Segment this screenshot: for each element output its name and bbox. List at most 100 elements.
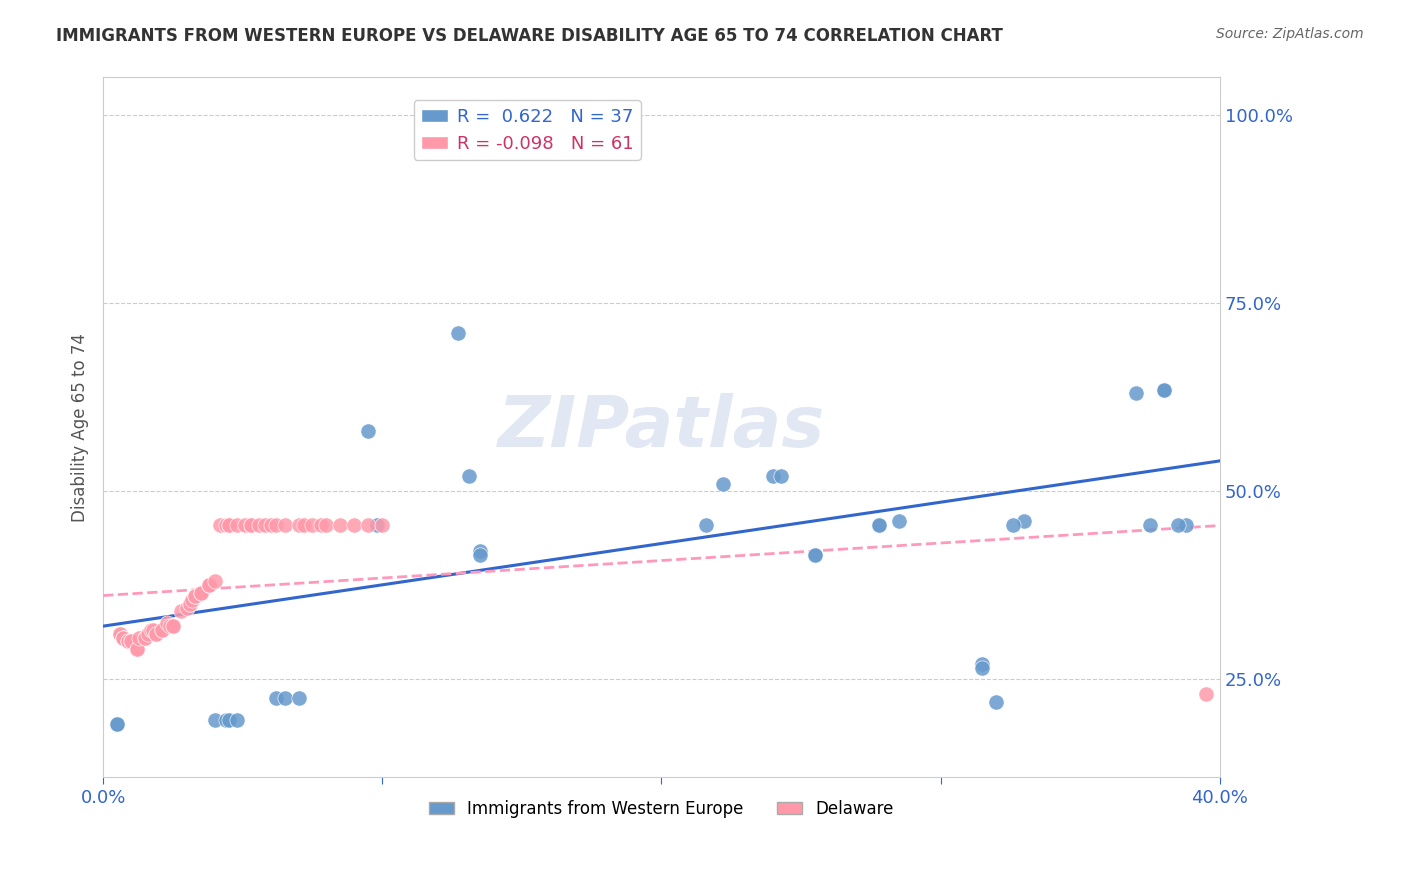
Point: [1175, 517, 1198, 532]
Y-axis label: Disability Age 65 to 74: Disability Age 65 to 74: [72, 333, 89, 522]
Point: [468, 544, 491, 558]
Point: [357, 517, 380, 532]
Point: [254, 517, 277, 532]
Point: [371, 517, 394, 532]
Point: [159, 619, 181, 633]
Point: [343, 517, 366, 532]
Point: [804, 548, 827, 562]
Point: [240, 517, 263, 532]
Point: [770, 469, 793, 483]
Text: IMMIGRANTS FROM WESTERN EUROPE VS DELAWARE DISABILITY AGE 65 TO 74 CORRELATION C: IMMIGRANTS FROM WESTERN EUROPE VS DELAWA…: [56, 27, 1002, 45]
Point: [226, 714, 249, 728]
Point: [105, 717, 128, 731]
Point: [762, 469, 785, 483]
Point: [184, 590, 207, 604]
Point: [218, 517, 240, 532]
Point: [287, 517, 309, 532]
Point: [204, 714, 226, 728]
Point: [868, 517, 890, 532]
Point: [457, 469, 479, 483]
Text: ZIPatlas: ZIPatlas: [498, 392, 825, 462]
Point: [329, 517, 352, 532]
Point: [134, 631, 156, 645]
Point: [1139, 517, 1161, 532]
Point: [105, 717, 128, 731]
Point: [209, 517, 232, 532]
Point: [1014, 514, 1036, 528]
Point: [156, 615, 179, 630]
Point: [530, 130, 553, 145]
Point: [198, 578, 221, 592]
Point: [111, 631, 134, 645]
Point: [235, 517, 257, 532]
Point: [181, 593, 204, 607]
Point: [179, 597, 201, 611]
Point: [125, 642, 148, 657]
Point: [117, 634, 139, 648]
Point: [1002, 517, 1025, 532]
Point: [868, 517, 890, 532]
Point: [111, 631, 134, 645]
Point: [125, 642, 148, 657]
Point: [711, 476, 734, 491]
Point: [184, 590, 207, 604]
Point: [176, 600, 198, 615]
Point: [292, 517, 315, 532]
Point: [218, 714, 240, 728]
Point: [804, 548, 827, 562]
Point: [887, 514, 910, 528]
Point: [264, 517, 287, 532]
Point: [150, 624, 173, 638]
Point: [111, 631, 134, 645]
Point: [972, 657, 994, 671]
Point: [273, 690, 295, 705]
Point: [215, 517, 238, 532]
Point: [142, 624, 165, 638]
Point: [218, 517, 240, 532]
Point: [1125, 386, 1147, 401]
Point: [108, 627, 131, 641]
Point: [301, 517, 323, 532]
Point: [204, 574, 226, 589]
Point: [264, 690, 287, 705]
Point: [120, 634, 142, 648]
Point: [524, 130, 547, 145]
Point: [240, 517, 263, 532]
Point: [150, 624, 173, 638]
Point: [117, 634, 139, 648]
Point: [287, 690, 309, 705]
Point: [1195, 687, 1218, 701]
Point: [695, 517, 717, 532]
Point: [198, 578, 221, 592]
Point: [986, 695, 1008, 709]
Point: [162, 619, 184, 633]
Text: Source: ZipAtlas.com: Source: ZipAtlas.com: [1216, 27, 1364, 41]
Point: [226, 517, 249, 532]
Point: [145, 627, 167, 641]
Point: [179, 597, 201, 611]
Point: [120, 634, 142, 648]
Point: [190, 585, 212, 599]
Point: [357, 424, 380, 438]
Point: [190, 585, 212, 599]
Point: [198, 578, 221, 592]
Point: [249, 517, 271, 532]
Point: [162, 619, 184, 633]
Point: [309, 517, 332, 532]
Legend: Immigrants from Western Europe, Delaware: Immigrants from Western Europe, Delaware: [422, 793, 900, 824]
Point: [259, 517, 281, 532]
Point: [1153, 383, 1175, 397]
Point: [366, 517, 388, 532]
Point: [139, 624, 162, 638]
Point: [446, 326, 468, 340]
Point: [134, 631, 156, 645]
Point: [170, 604, 193, 618]
Point: [972, 661, 994, 675]
Point: [128, 631, 150, 645]
Point: [273, 517, 295, 532]
Point: [1153, 383, 1175, 397]
Point: [315, 517, 337, 532]
Point: [145, 627, 167, 641]
Point: [215, 714, 238, 728]
Point: [1167, 517, 1189, 532]
